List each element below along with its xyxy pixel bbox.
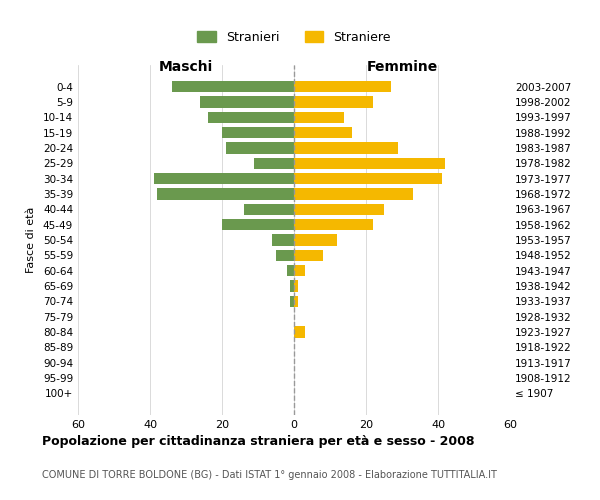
Bar bbox=[294, 326, 305, 338]
Bar bbox=[244, 204, 294, 215]
Bar bbox=[157, 188, 294, 200]
Bar bbox=[294, 173, 442, 184]
Bar bbox=[172, 81, 294, 92]
Bar bbox=[294, 219, 373, 230]
Bar bbox=[276, 250, 294, 261]
Bar bbox=[294, 280, 298, 292]
Bar bbox=[294, 112, 344, 123]
Bar bbox=[290, 296, 294, 307]
Bar bbox=[290, 280, 294, 292]
Bar bbox=[294, 188, 413, 200]
Bar bbox=[294, 234, 337, 246]
Bar bbox=[294, 81, 391, 92]
Bar bbox=[222, 127, 294, 138]
Bar bbox=[154, 173, 294, 184]
Bar bbox=[272, 234, 294, 246]
Bar bbox=[287, 265, 294, 276]
Text: Popolazione per cittadinanza straniera per età e sesso - 2008: Popolazione per cittadinanza straniera p… bbox=[42, 435, 475, 448]
Bar bbox=[294, 204, 384, 215]
Bar bbox=[294, 250, 323, 261]
Text: COMUNE DI TORRE BOLDONE (BG) - Dati ISTAT 1° gennaio 2008 - Elaborazione TUTTITA: COMUNE DI TORRE BOLDONE (BG) - Dati ISTA… bbox=[42, 470, 497, 480]
Bar bbox=[200, 96, 294, 108]
Bar bbox=[294, 296, 298, 307]
Bar bbox=[222, 219, 294, 230]
Bar bbox=[294, 158, 445, 169]
Bar bbox=[226, 142, 294, 154]
Bar bbox=[294, 127, 352, 138]
Bar bbox=[208, 112, 294, 123]
Bar bbox=[294, 142, 398, 154]
Bar bbox=[294, 96, 373, 108]
Y-axis label: Fasce di età: Fasce di età bbox=[26, 207, 36, 273]
Text: Femmine: Femmine bbox=[367, 60, 437, 74]
Text: Maschi: Maschi bbox=[159, 60, 213, 74]
Bar bbox=[294, 265, 305, 276]
Legend: Stranieri, Straniere: Stranieri, Straniere bbox=[192, 26, 396, 49]
Bar bbox=[254, 158, 294, 169]
